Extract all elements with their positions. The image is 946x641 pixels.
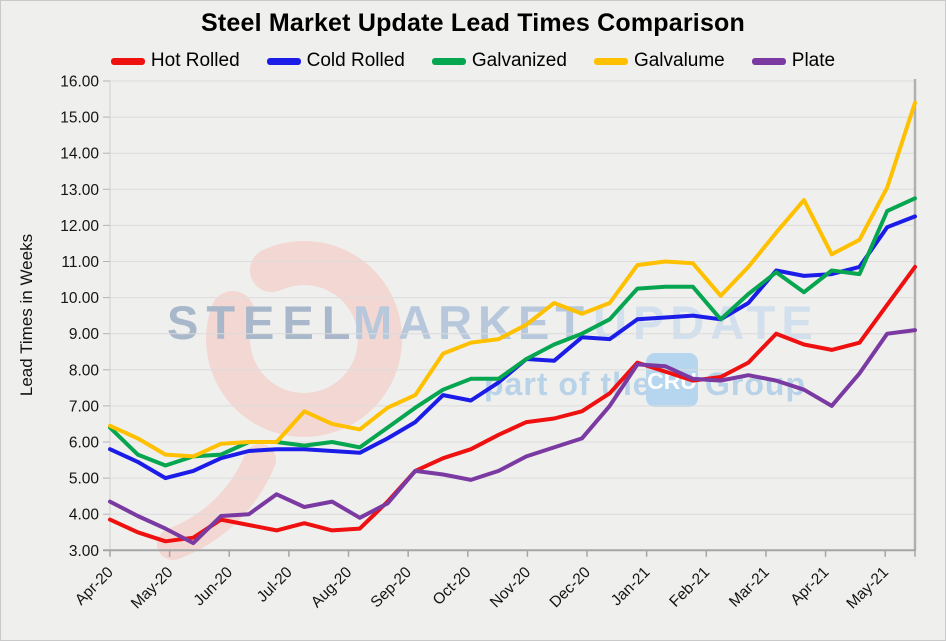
x-axis-tick-label: Aug-20 (308, 564, 356, 612)
y-axis-tick-label: 8.00 (69, 362, 100, 379)
y-axis-tick-label: 10.00 (60, 290, 99, 307)
series-line-plate (108, 328, 917, 546)
y-axis-tick-label: 4.00 (69, 507, 100, 524)
galvanized-swatch-icon (431, 57, 466, 65)
x-axis-tick-label: Dec-20 (547, 564, 595, 612)
legend-item-galvanized: Galvanized (431, 50, 567, 72)
y-axis-tick-label: 14.00 (60, 146, 99, 163)
plate-swatch-icon (751, 57, 786, 65)
legend-item-plate: Plate (751, 50, 836, 72)
watermark-crescent-icon (206, 241, 403, 437)
x-axis-tick-label: Nov-20 (487, 564, 535, 612)
x-axis-tick-label: Jan-21 (608, 564, 654, 610)
x-axis-tick-label: May-20 (128, 564, 177, 613)
legend-item-galvalume: Galvalume (593, 50, 725, 72)
x-axis-tick-label: Apr-21 (787, 564, 832, 609)
x-axis-tick-label: Oct-20 (430, 564, 475, 609)
x-axis-tick-label: Jul-20 (254, 564, 296, 606)
chart-title: Steel Market Update Lead Times Compariso… (200, 9, 745, 37)
x-axis-tick-label: Mar-21 (726, 564, 773, 611)
watermark-market-text: MARKET (353, 296, 590, 349)
y-axis-tick-label: 9.00 (69, 326, 100, 343)
galvalume-swatch-icon (593, 57, 628, 65)
y-axis-tick-label: 7.00 (69, 398, 100, 415)
watermark-steel-text: STEEL (167, 296, 358, 349)
x-axis-tick-label: May-21 (843, 564, 892, 613)
series-line-galvalume (108, 100, 917, 459)
chart-legend: Hot Rolled Cold Rolled Galvanized Galval… (1, 48, 945, 74)
series-line-hot-rolled (108, 264, 917, 544)
legend-label-galvalume: Galvalume (633, 50, 725, 71)
legend-item-hot-rolled: Hot Rolled (110, 50, 240, 72)
x-axis-tick-label: Feb-21 (666, 564, 713, 611)
legend-item-cold-rolled: Cold Rolled (266, 50, 405, 72)
cold-rolled-swatch-icon (266, 57, 301, 65)
legend-label-cold-rolled: Cold Rolled (306, 50, 405, 71)
y-axis-tick-label: 15.00 (60, 110, 99, 127)
y-axis-tick-label: 6.00 (69, 435, 100, 452)
x-axis-tick-label: Apr-20 (72, 564, 117, 609)
y-axis-tick-label: 11.00 (61, 254, 99, 271)
y-axis-tick-label: 12.00 (60, 218, 99, 235)
x-axis-tick-label: Sep-20 (368, 564, 416, 612)
legend-label-plate: Plate (791, 50, 836, 71)
legend-label-galvanized: Galvanized (471, 50, 567, 71)
y-axis-tick-label: 16.00 (60, 74, 99, 91)
legend-label-hot-rolled: Hot Rolled (150, 50, 240, 71)
hot-rolled-swatch-icon (110, 57, 145, 65)
x-axis-tick-label: Jun-20 (191, 564, 237, 610)
y-axis-tick-label: 13.00 (60, 182, 99, 199)
y-axis-tick-label: 3.00 (69, 543, 100, 560)
y-axis-tick-label: 5.00 (69, 471, 100, 488)
